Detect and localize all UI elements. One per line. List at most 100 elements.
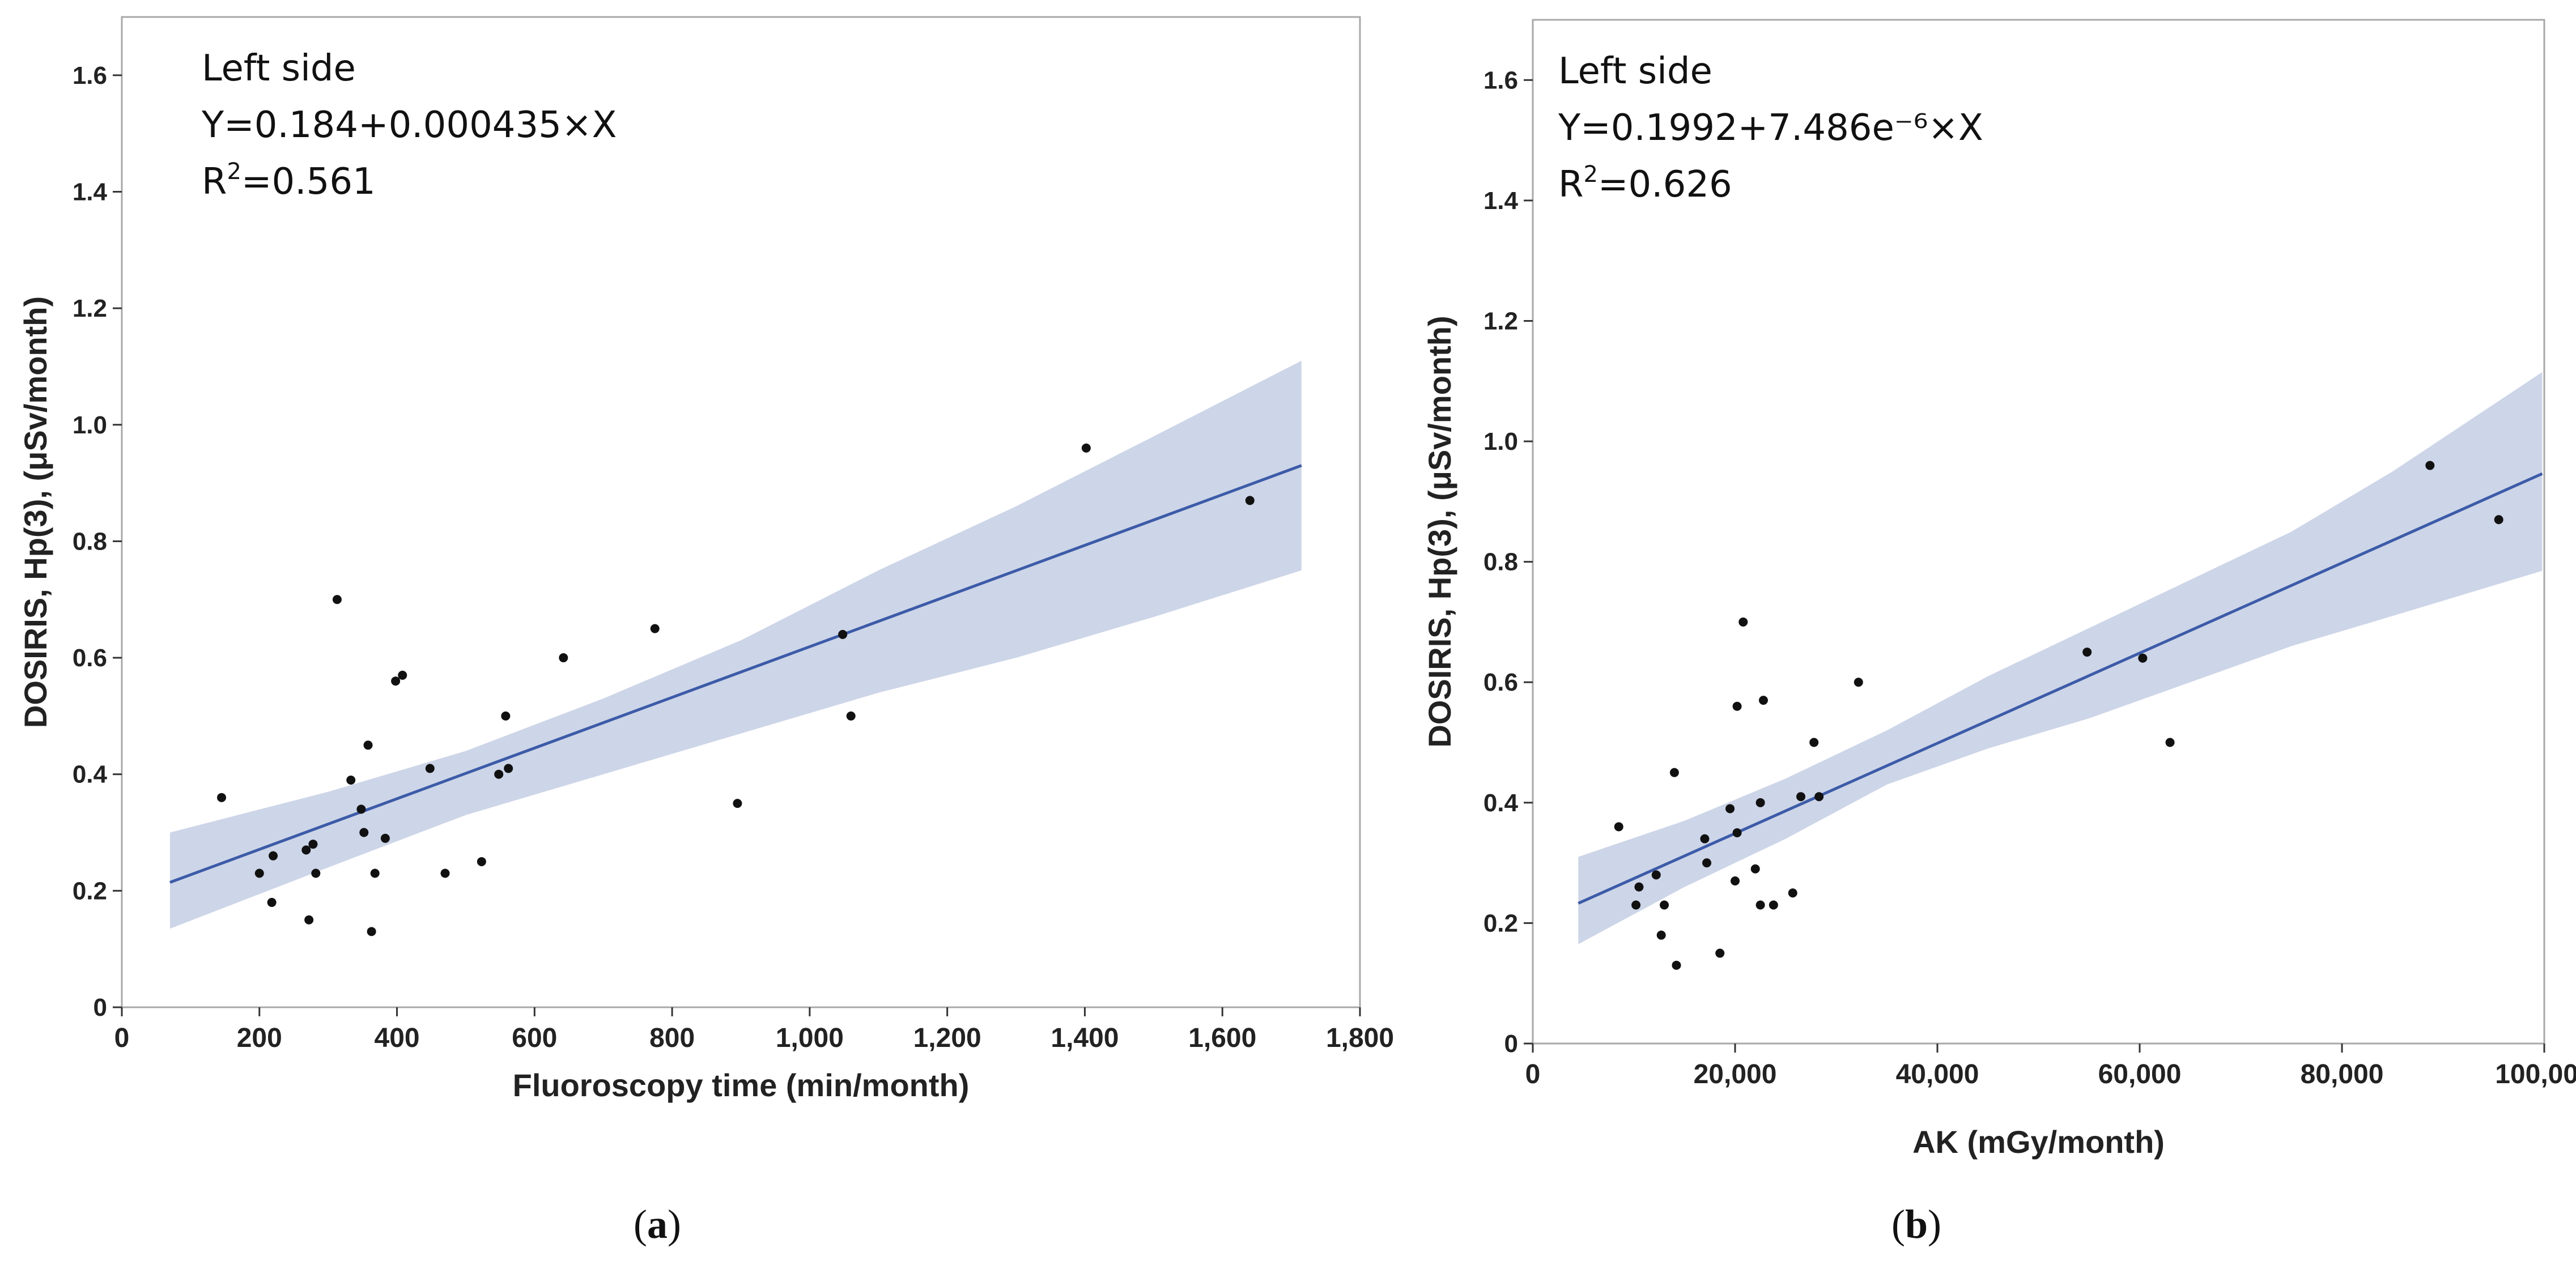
x-axis-title: Fluoroscopy time (min/month) [513,1067,970,1103]
data-point [1725,804,1735,814]
chart-b: 0 0.2 0.4 0.6 0.8 1.0 1.2 1.4 1.6 0 20,000 40,000 60… [1422,19,2576,1247]
data-point [1660,900,1669,910]
x-tick-label: 1,200 [913,1023,981,1053]
data-point [1700,834,1710,844]
y-tick-label: 1.2 [73,295,107,322]
data-point [1672,960,1681,970]
data-point [1614,822,1623,832]
data-point [269,851,278,861]
data-point [1732,701,1742,711]
data-point [838,629,848,639]
data-point [1809,738,1819,747]
x-tick-label: 200 [237,1023,282,1053]
data-point [1769,900,1778,910]
panel-label: (b) [1891,1202,1941,1247]
y-tick-label: 1.6 [1483,66,1518,94]
data-point [1755,900,1765,910]
data-point [398,670,407,680]
data-point [1796,792,1806,802]
x-tick-label: 1,400 [1051,1023,1119,1053]
y-tick-label: 0.6 [1483,668,1518,696]
data-point [363,740,373,750]
data-point [304,915,314,925]
data-point [1788,888,1797,898]
data-point [380,833,390,843]
data-point [2138,653,2148,663]
x-axis-title: AK (mGy/month) [1912,1124,2165,1160]
annotation-equation: Y=0.184+0.000435×X [201,104,617,146]
x-tick-label: 80,000 [2301,1059,2384,1089]
data-point [1245,496,1255,505]
data-point [1715,948,1725,958]
x-tick-label: 100,000 [2495,1059,2576,1089]
data-point [1631,900,1641,910]
x-tick-label: 40,000 [1896,1059,1979,1089]
y-tick-label: 0.6 [73,644,107,672]
data-point [301,845,311,855]
data-point [1738,617,1748,627]
plot-frame [1532,19,2545,1045]
y-tick-label: 0.8 [1483,548,1518,576]
data-point [1656,930,1666,940]
x-tick-label: 60,000 [2098,1059,2182,1089]
x-tick-label: 1,800 [1326,1023,1394,1053]
chart-a: 0 0.2 0.4 0.6 0.8 1.0 1.2 1.4 1.6 0 200 400 600 800 1,… [18,16,1394,1247]
annotation-side: Left side [202,48,356,90]
x-tick-label: 0 [1525,1059,1541,1089]
confidence-band [170,360,1302,929]
data-point [1081,443,1091,453]
y-tick-label: 1.4 [73,178,108,206]
data-point [1669,768,1679,777]
data-point [311,868,321,878]
data-point [1731,876,1740,886]
y-tick-label: 1.4 [1483,187,1519,215]
data-point [1750,864,1760,874]
data-point [1814,792,1824,802]
data-point [1634,882,1644,892]
data-point [1755,798,1765,807]
data-point [494,769,504,779]
data-point [254,868,264,878]
data-point [501,711,511,721]
y-tick-label: 0.4 [73,761,108,789]
x-tick-label: 600 [512,1023,557,1053]
x-tick-label: 0 [114,1023,130,1053]
x-tick-label: 20,000 [1694,1059,1777,1089]
data-point [217,793,227,802]
annotation-equation: Y=0.1992+7.486e⁻⁶×X [1558,107,1983,149]
data-point [650,624,660,633]
y-tick-label: 0 [93,994,107,1021]
data-point [1758,696,1768,705]
data-point [1651,870,1661,880]
y-tick-label: 0.2 [73,877,107,905]
data-point [1854,678,1863,687]
y-tick-label: 0.8 [73,527,107,555]
annotation-r-squared: R2=0.626 [1558,161,1732,206]
data-point [356,804,366,814]
data-point [308,840,318,849]
data-point [425,764,435,773]
regression-line [1578,472,2543,905]
y-tick-label: 0 [1504,1030,1518,1058]
data-point [370,868,380,878]
data-point [559,653,568,663]
annotation-side: Left side [1558,50,1712,92]
x-tick-label: 1,000 [776,1023,844,1053]
data-point [504,764,513,773]
data-point [846,711,856,721]
data-point [2165,738,2175,747]
y-tick-label: 0.4 [1483,789,1519,817]
x-tick-label: 1,600 [1188,1023,1256,1053]
plot-frame [121,16,1361,1008]
data-point [367,927,376,936]
panel-label: (a) [634,1202,681,1247]
y-tick-label: 1.0 [1483,428,1518,455]
data-point [346,775,356,785]
confidence-band [1578,372,2543,944]
regression-line [169,464,1302,884]
y-axis-title: DOSIRIS, Hp(3), (μSv/month) [1422,316,1457,747]
data-point [477,857,486,866]
data-point [733,799,742,808]
x-tick-label: 800 [649,1023,695,1053]
